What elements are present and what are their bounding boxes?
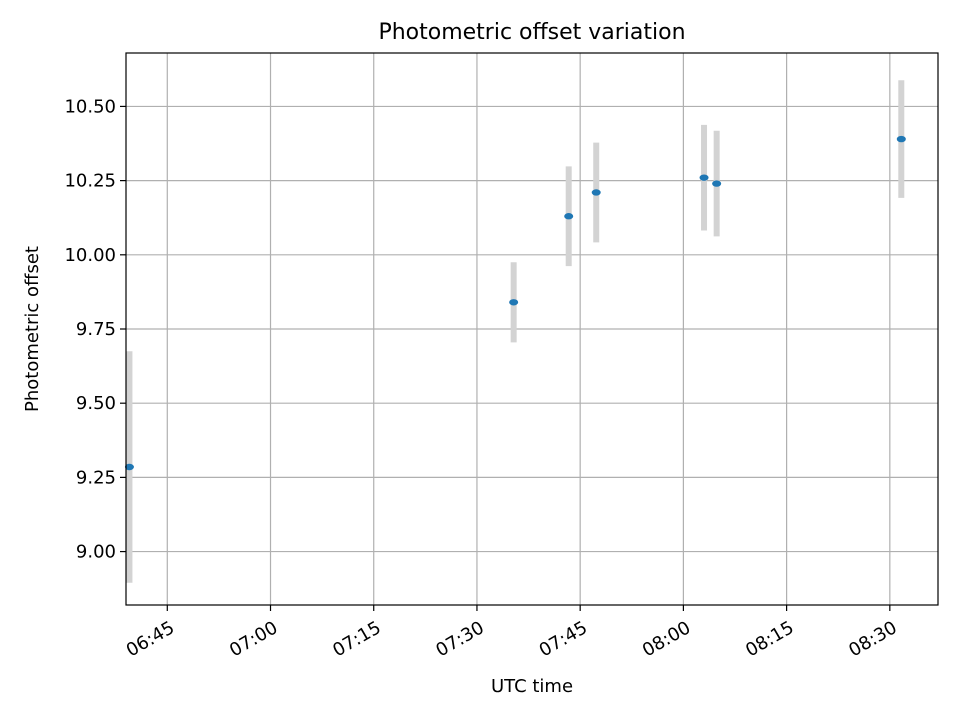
y-tick-label: 10.25 — [64, 171, 116, 192]
y-axis-label: Photometric offset — [22, 246, 43, 412]
data-point — [591, 189, 601, 196]
y-tick-label: 10.00 — [64, 245, 116, 266]
data-point — [564, 213, 574, 220]
data-point — [509, 299, 519, 306]
chart-title: Photometric offset variation — [378, 20, 685, 45]
data-point — [699, 174, 709, 181]
y-tick-label: 9.50 — [76, 393, 116, 414]
data-point — [712, 180, 722, 187]
data-point — [124, 463, 134, 471]
y-tick-label: 9.25 — [76, 467, 116, 488]
y-tick-label: 10.50 — [64, 96, 116, 117]
y-tick-label: 9.00 — [76, 542, 116, 563]
data-points — [124, 135, 906, 471]
grid — [126, 53, 938, 605]
x-axis-label: UTC time — [491, 676, 573, 697]
y-tick-label: 9.75 — [76, 319, 116, 340]
data-point — [896, 135, 906, 143]
